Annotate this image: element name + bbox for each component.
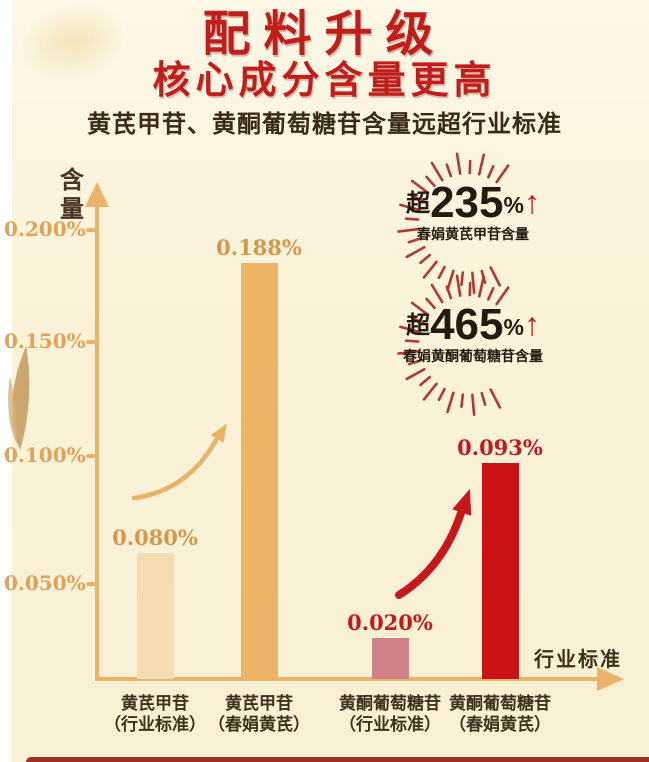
badge-ray: [460, 393, 465, 408]
bar-1: [136, 553, 174, 679]
badge-ray: [399, 203, 422, 212]
badge-ray: [437, 387, 446, 402]
y-tick-label: 0.150%: [4, 329, 86, 353]
badge-ray: [446, 269, 455, 292]
badge-ray: [404, 339, 420, 343]
badge-stat-line: 超235%↑: [373, 178, 573, 228]
subtitle: 黄芪甲苷、黄酮葡萄糖苷含量远超行业标准: [87, 111, 562, 138]
badge-ray: [404, 217, 420, 221]
badge-ray: [430, 283, 444, 304]
badge-ray: [445, 163, 453, 178]
badge-ray: [477, 275, 486, 298]
badge-ray: [477, 153, 486, 176]
bar-category-name: 黄芪甲苷: [225, 694, 293, 713]
badge-caption: 春娟黄酮葡萄糖苷含量: [403, 348, 543, 364]
badge-ray: [405, 245, 426, 259]
card-background: [12, 0, 649, 762]
badge-ray: [489, 266, 502, 287]
badge-percent-sign: %: [503, 192, 524, 218]
badge-ray: [410, 316, 425, 325]
bar-2: [240, 263, 278, 679]
badge-ray: [397, 349, 420, 355]
bar-category-qualifier: （春娟黄芪）: [208, 715, 310, 734]
badge-ray: [410, 301, 430, 317]
bar-4: [481, 463, 519, 679]
badge-prefix: 超: [406, 312, 431, 339]
bar-value-label: 0.188%: [216, 235, 302, 260]
bar-category-name: 黄酮葡萄糖苷: [449, 694, 551, 713]
badge-ray: [445, 285, 453, 300]
badge-ray: [405, 367, 426, 381]
bar-value-label: 0.020%: [347, 610, 433, 635]
badge-ray: [495, 286, 510, 306]
bar-3: [371, 638, 409, 679]
badge-ray: [407, 237, 422, 244]
y-tick-mark: [86, 228, 97, 232]
y-tick-label: 0.050%: [4, 571, 86, 595]
y-tick-label: 0.100%: [4, 443, 86, 467]
badge-ray: [480, 391, 487, 406]
badge-ray: [437, 265, 446, 280]
badge-prefix: 超: [406, 190, 431, 217]
badge-ray: [446, 391, 455, 414]
bar-value-label: 0.093%: [457, 435, 543, 460]
badge-ray: [495, 164, 510, 184]
y-tick-mark: [86, 454, 97, 458]
bar-category-label: 黄芪甲苷 （行业标准）: [80, 693, 230, 735]
bar-category-qualifier: （行业标准）: [339, 715, 441, 734]
badge-stat-line: 超465%↑: [373, 300, 573, 350]
y-tick-label: 0.200%: [4, 217, 86, 241]
badge-ray: [419, 253, 431, 265]
bar-category-label: 黄芪甲苷 （春娟黄芪）: [184, 693, 334, 735]
up-arrow-icon: ↑: [523, 184, 540, 220]
badge-ray: [471, 393, 476, 417]
bar-category-qualifier: （行业标准）: [104, 715, 206, 734]
badge-ray: [460, 271, 465, 286]
badge-ray: [397, 227, 420, 233]
bar-category-name: 黄酮葡萄糖苷: [339, 694, 441, 713]
badge-ray: [419, 375, 431, 387]
badge-ray: [430, 161, 444, 182]
page-title: 配料升级: [202, 6, 447, 62]
badge-percent-sign: %: [503, 314, 524, 340]
badge-ray: [410, 179, 430, 195]
watermark-leaf-icon: [8, 346, 30, 450]
bar-category-name: 黄芪甲苷: [121, 694, 189, 713]
y-tick-mark: [86, 340, 97, 344]
badge-rays-icon: [397, 274, 510, 417]
badge-ray: [425, 297, 436, 310]
badge-ray: [399, 325, 422, 334]
bar-category-qualifier: （春娟黄芪）: [449, 715, 551, 734]
badge-rays-icon: [397, 152, 510, 295]
badge-ray: [425, 175, 436, 188]
badge-number: 465: [430, 300, 504, 349]
badge-ray: [487, 165, 495, 179]
x-axis-label: 行业标准: [534, 649, 622, 671]
badge-ray: [487, 287, 495, 301]
badge-ray: [407, 359, 422, 366]
badge-number: 235: [430, 178, 504, 227]
badge-ray: [410, 194, 425, 203]
badge-ray: [489, 388, 502, 409]
badge-ray: [455, 274, 462, 297]
badge-ray: [422, 260, 438, 279]
y-tick-mark: [86, 582, 97, 586]
badge-ray: [471, 271, 476, 295]
badge-ray: [422, 382, 438, 401]
badge-ray: [455, 152, 462, 175]
page-title-line2: 核心成分含量更高: [152, 57, 497, 102]
bar-category-label: 黄酮葡萄糖苷 （行业标准）: [315, 693, 465, 735]
stat-badge-flavonoid: 超465%↑ 春娟黄酮葡萄糖苷含量: [393, 270, 543, 420]
y-axis-label: 含量: [60, 167, 84, 223]
stat-badge-astragaloside: 超235%↑ 春娟黄芪甲苷含量: [393, 148, 543, 298]
bar-category-label: 黄酮葡萄糖苷 （春娟黄芪）: [425, 693, 575, 735]
next-section-edge: [26, 757, 649, 762]
bar-value-label: 0.080%: [112, 525, 198, 550]
badge-caption: 春娟黄芪甲苷含量: [417, 226, 529, 242]
up-arrow-icon: ↑: [523, 306, 540, 342]
